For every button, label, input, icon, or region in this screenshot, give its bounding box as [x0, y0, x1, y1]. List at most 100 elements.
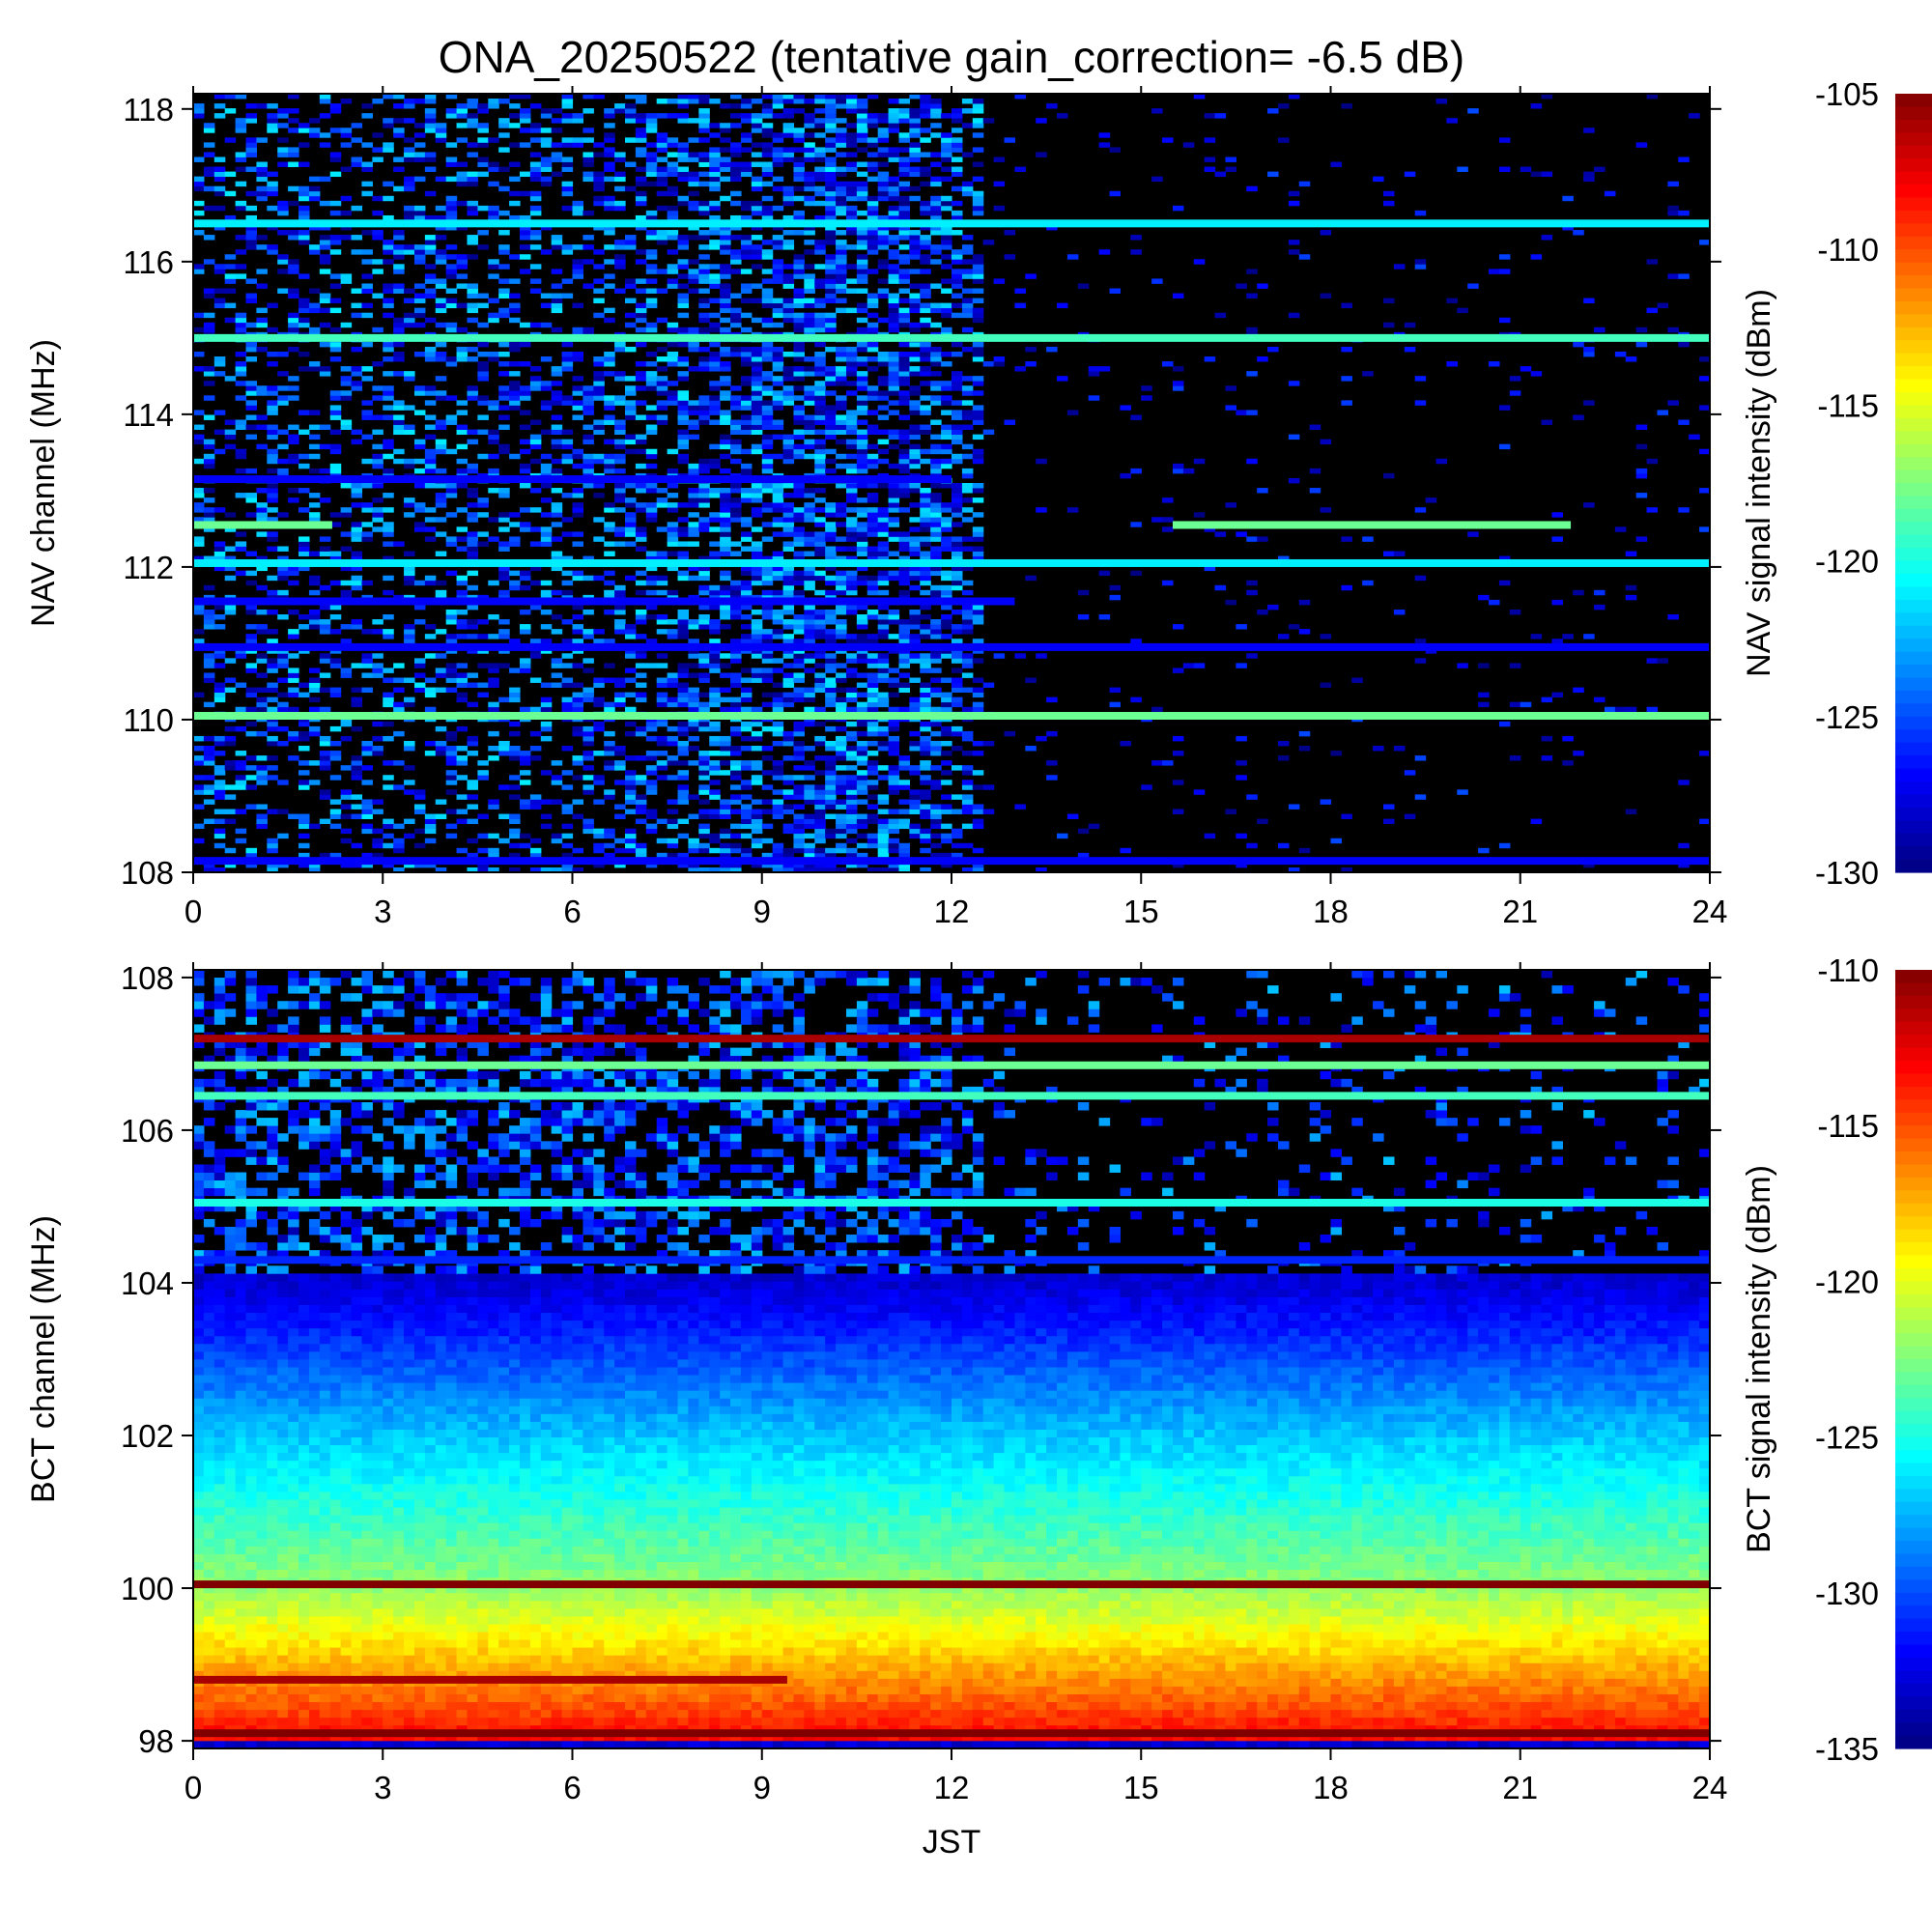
- nav-heatmap-cell: [308, 288, 321, 294]
- nav-heatmap-cell: [383, 142, 394, 148]
- nav-heatmap-cell: [625, 653, 637, 659]
- nav-heatmap-cell: [688, 259, 699, 265]
- nav-heatmap-cell: [677, 298, 690, 304]
- nav-heatmap-cell: [582, 668, 594, 673]
- nav-heatmap-cell: [825, 614, 837, 620]
- nav-heatmap-cell: [551, 838, 563, 844]
- nav-heatmap-cell: [203, 760, 215, 766]
- nav-heatmap-cell: [593, 629, 605, 635]
- nav-heatmap-cell: [509, 278, 521, 284]
- nav-heatmap-cell: [645, 453, 658, 460]
- nav-heatmap-cell: [393, 448, 405, 455]
- nav-heatmap-cell: [604, 663, 615, 668]
- nav-heatmap-cell: [782, 195, 795, 202]
- nav-heatmap-cell: [720, 541, 731, 547]
- nav-heatmap-cell: [751, 181, 763, 187]
- nav-heatmap-cell: [413, 249, 426, 255]
- nav-heatmap-cell: [635, 448, 647, 455]
- nav-heatmap-cell: [224, 526, 237, 532]
- nav-heatmap-cell: [877, 555, 890, 561]
- nav-heatmap-cell: [614, 493, 626, 498]
- nav-heatmap-cell: [845, 639, 858, 644]
- nav-heatmap-cell: [635, 288, 647, 294]
- nav-heatmap-cell: [498, 341, 510, 348]
- nav-heatmap-cell: [393, 288, 405, 294]
- nav-heatmap-cell: [920, 838, 931, 844]
- nav-heatmap-cell: [467, 735, 478, 742]
- nav-heatmap-cell: [793, 619, 805, 625]
- nav-heatmap-cell: [920, 405, 931, 411]
- nav-heatmap-cell: [772, 381, 784, 386]
- nav-heatmap-cell: [677, 789, 690, 795]
- nav-heatmap-cell: [730, 696, 742, 703]
- nav-heatmap-cell: [836, 259, 847, 265]
- nav-heatmap-cell: [877, 740, 890, 747]
- nav-heatmap-cell: [582, 434, 594, 440]
- nav-heatmap-cell: [836, 283, 847, 289]
- nav-heatmap-cell: [561, 443, 574, 450]
- nav-heatmap-cell: [825, 619, 837, 625]
- nav-heatmap-cell: [372, 453, 384, 460]
- nav-heatmap-cell: [888, 488, 900, 494]
- nav-heatmap-cell: [256, 488, 268, 494]
- nav-heatmap-cell: [888, 434, 900, 440]
- nav-heatmap-cell: [814, 244, 826, 250]
- nav-heatmap-cell: [761, 692, 774, 698]
- nav-heatmap-cell: [509, 385, 521, 391]
- nav-heatmap-cell: [856, 161, 868, 167]
- nav-heatmap-cell: [867, 269, 879, 274]
- nav-heatmap-cell: [267, 361, 278, 367]
- nav-heatmap-cell: [793, 648, 805, 654]
- nav-heatmap-cell: [298, 784, 310, 790]
- nav-heatmap-cell: [467, 488, 478, 494]
- nav-heatmap-cell: [445, 161, 458, 167]
- nav-heatmap-cell: [814, 298, 826, 304]
- nav-heatmap-cell: [909, 128, 921, 133]
- nav-heatmap-cell: [740, 269, 753, 274]
- nav-heatmap-cell: [424, 580, 437, 586]
- nav-heatmap-cell: [825, 171, 837, 178]
- nav-heatmap-cell: [920, 288, 931, 294]
- nav-heatmap-cell: [361, 414, 373, 420]
- nav-heatmap-cell: [298, 721, 310, 727]
- nav-heatmap-cell: [509, 113, 521, 119]
- nav-heatmap-cell: [604, 468, 615, 474]
- nav-heatmap-cell: [635, 672, 647, 678]
- nav-heatmap-cell: [898, 371, 910, 377]
- nav-heatmap-cell: [614, 541, 626, 547]
- nav-heatmap-cell: [793, 351, 805, 357]
- nav-heatmap-cell: [614, 526, 626, 532]
- nav-heatmap-cell: [193, 760, 205, 766]
- nav-heatmap-cell: [867, 356, 879, 362]
- nav-heatmap-cell: [856, 434, 868, 440]
- nav-heatmap-cell: [688, 847, 699, 854]
- nav-heatmap-cell: [203, 395, 215, 401]
- nav-heatmap-cell: [383, 589, 394, 596]
- nav-heatmap-cell: [245, 414, 258, 420]
- nav-heatmap-cell: [456, 775, 469, 781]
- nav-heatmap-cell: [740, 687, 753, 694]
- nav-heatmap-cell: [372, 458, 384, 465]
- nav-heatmap-cell: [845, 390, 858, 396]
- nav-heatmap-cell: [782, 385, 795, 391]
- nav-heatmap-cell: [845, 794, 858, 800]
- nav-heatmap-cell: [751, 823, 763, 830]
- nav-heatmap-cell: [782, 317, 795, 324]
- nav-heatmap-cell: [319, 366, 331, 372]
- nav-heatmap-cell: [224, 512, 237, 518]
- nav-heatmap-cell: [930, 765, 942, 771]
- nav-heatmap-cell: [625, 235, 637, 241]
- nav-heatmap-cell: [519, 230, 531, 236]
- nav-heatmap-cell: [372, 210, 384, 216]
- nav-heatmap-cell: [804, 775, 815, 781]
- nav-heatmap-cell: [920, 696, 931, 703]
- nav-heatmap-cell: [720, 502, 731, 508]
- nav-heatmap-cell: [277, 152, 289, 157]
- nav-heatmap-cell: [319, 307, 331, 314]
- nav-heatmap-cell: [730, 152, 742, 157]
- nav-heatmap-cell: [519, 214, 531, 221]
- nav-heatmap-cell: [667, 381, 679, 386]
- nav-heatmap-cell: [814, 687, 826, 694]
- nav-heatmap-cell: [656, 156, 668, 162]
- nav-heatmap-cell: [877, 852, 890, 859]
